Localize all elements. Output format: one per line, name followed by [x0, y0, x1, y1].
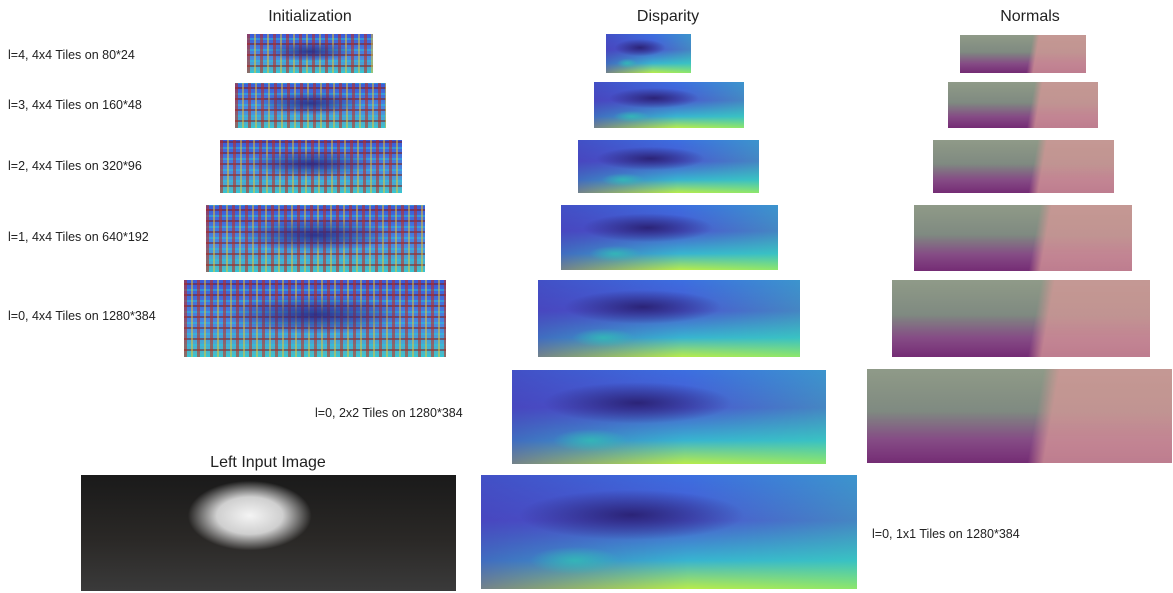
- row-label: l=1, 4x4 Tiles on 640*192: [8, 230, 149, 244]
- init-image: [184, 280, 446, 357]
- init-image: [247, 34, 373, 73]
- row-label: l=0, 2x2 Tiles on 1280*384: [315, 406, 463, 420]
- disparity-image: [481, 475, 857, 589]
- row-label: l=2, 4x4 Tiles on 320*96: [8, 159, 142, 173]
- disparity-image: [606, 34, 691, 73]
- row-label: l=3, 4x4 Tiles on 160*48: [8, 98, 142, 112]
- row-label: l=0, 4x4 Tiles on 1280*384: [8, 309, 156, 323]
- column-header: Disparity: [637, 8, 699, 26]
- normals-image: [960, 35, 1086, 73]
- row-label: l=0, 1x1 Tiles on 1280*384: [872, 527, 1020, 541]
- disparity-image: [578, 140, 759, 193]
- init-image: [206, 205, 425, 272]
- disparity-image: [561, 205, 778, 270]
- image-caption: Left Input Image: [210, 454, 326, 472]
- normals-image: [948, 82, 1098, 128]
- disparity-image: [538, 280, 800, 357]
- disparity-image: [512, 370, 826, 464]
- init-image: [235, 83, 386, 128]
- row-label: l=4, 4x4 Tiles on 80*24: [8, 48, 135, 62]
- input-photo: [81, 475, 456, 591]
- disparity-image: [594, 82, 744, 128]
- column-header: Normals: [1000, 8, 1060, 26]
- figure: Initialization Disparity Normals Left In…: [0, 0, 1173, 593]
- column-header: Initialization: [268, 8, 352, 26]
- normals-image: [914, 205, 1132, 271]
- normals-image: [933, 140, 1114, 193]
- normals-image: [867, 369, 1172, 463]
- normals-image: [892, 280, 1150, 357]
- init-image: [220, 140, 402, 193]
